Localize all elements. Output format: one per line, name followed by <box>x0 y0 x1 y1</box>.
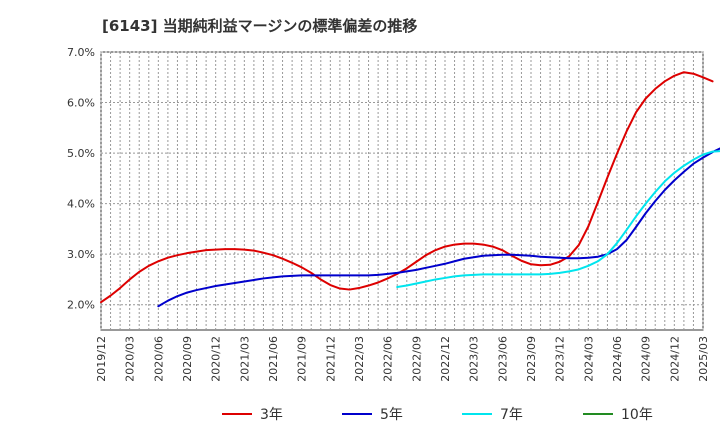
y-tick-label: 7.0% <box>67 46 95 59</box>
y-tick-label: 5.0% <box>67 147 95 160</box>
x-tick-label: 2021/06 <box>267 336 280 382</box>
x-tick-label: 2020/06 <box>152 336 165 382</box>
grid-lines <box>100 51 704 330</box>
legend-label: 10年 <box>621 407 653 423</box>
y-axis: 2.0% 3.0% 4.0% 5.0% 6.0% 7.0% <box>67 46 95 312</box>
x-tick-label: 2022/09 <box>410 336 423 382</box>
x-tick-label: 2020/03 <box>124 336 137 382</box>
series-line-2 <box>396 150 720 289</box>
x-tick-label: 2024/12 <box>668 336 681 382</box>
y-tick-label: 3.0% <box>67 248 95 261</box>
x-axis: 2019/12 2020/03 2020/06 2020/09 2020/12 2021/… <box>95 336 710 382</box>
x-tick-label: 2025/03 <box>697 336 710 382</box>
legend: 3年 5年 7年 10年 <box>222 407 653 423</box>
x-tick-label: 2019/12 <box>95 336 108 382</box>
x-tick-label: 2024/03 <box>582 336 595 382</box>
plot-area <box>100 51 704 331</box>
x-tick-label: 2024/06 <box>611 336 624 382</box>
x-tick-label: 2024/09 <box>640 336 653 382</box>
x-tick-label: 2022/06 <box>382 336 395 382</box>
x-tick-label: 2021/09 <box>296 336 309 382</box>
y-tick-label: 6.0% <box>67 97 95 110</box>
x-tick-label: 2023/03 <box>468 336 481 382</box>
series-lines <box>100 71 720 308</box>
legend-label: 3年 <box>260 407 283 423</box>
x-tick-label: 2021/03 <box>238 336 251 382</box>
chart-title: [6143] 当期純利益マージンの標準偏差の推移 <box>102 17 417 35</box>
series-line-0 <box>100 71 714 304</box>
x-tick-label: 2023/09 <box>525 336 538 382</box>
legend-label: 5年 <box>380 407 403 423</box>
x-tick-label: 2021/12 <box>324 336 337 382</box>
x-tick-label: 2023/06 <box>496 336 509 382</box>
x-tick-label: 2022/12 <box>439 336 452 382</box>
legend-label: 7年 <box>500 407 523 423</box>
x-tick-label: 2023/12 <box>554 336 567 382</box>
y-tick-label: 4.0% <box>67 198 95 211</box>
x-tick-label: 2022/03 <box>353 336 366 382</box>
x-tick-label: 2020/09 <box>181 336 194 382</box>
x-tick-label: 2020/12 <box>210 336 223 382</box>
series-line-1 <box>157 147 720 308</box>
y-tick-label: 2.0% <box>67 299 95 312</box>
